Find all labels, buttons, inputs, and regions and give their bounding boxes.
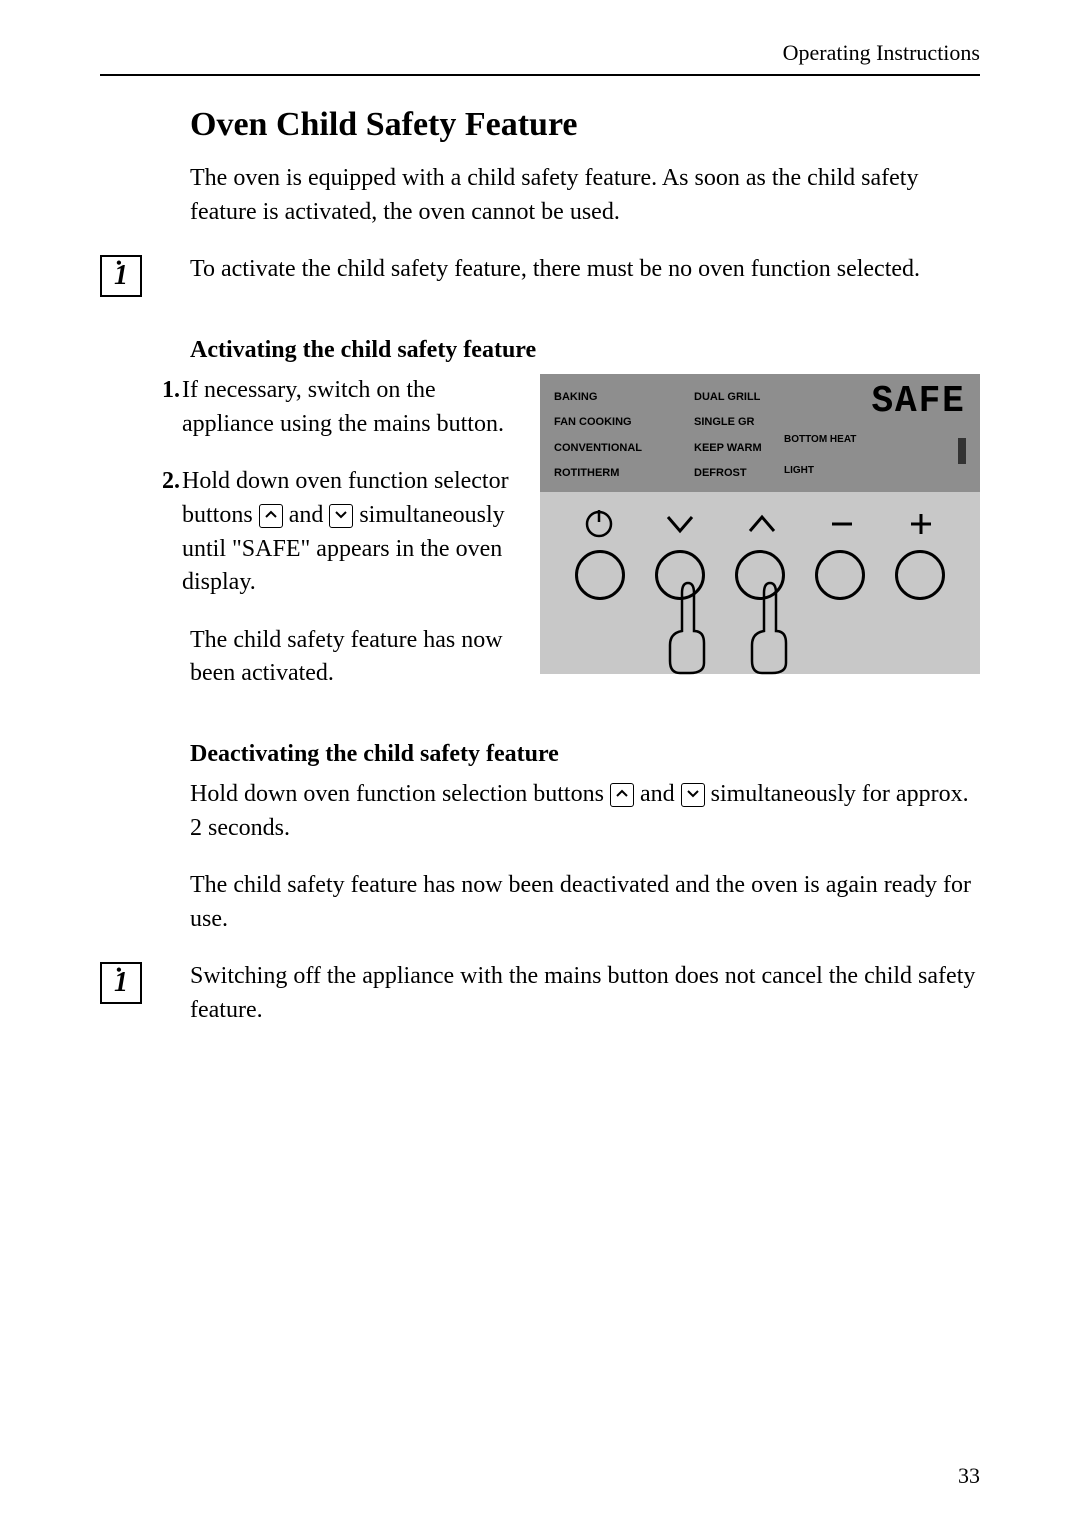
hand-press-icon-1 — [660, 581, 716, 676]
activating-heading: Activating the child safety feature — [190, 337, 980, 364]
oven-control-panel-illustration: BAKING FAN COOKING CONVENTIONAL ROTITHER… — [540, 374, 980, 674]
panel-functions-col3: BOTTOM HEAT LIGHT — [784, 384, 869, 486]
deactivating-result: The child safety feature has now been de… — [190, 869, 980, 936]
func-baking: BAKING — [554, 391, 694, 403]
info-text-2: Switching off the appliance with the mai… — [190, 960, 980, 1027]
page-number: 33 — [958, 1463, 980, 1489]
down-button-symbol — [329, 504, 353, 528]
func-dual-grill: DUAL GRILL — [694, 391, 784, 403]
func-bottom-heat: BOTTOM HEAT — [784, 434, 869, 445]
panel-button-5 — [895, 550, 945, 600]
step-1: 1. If necessary, switch on the appliance… — [162, 374, 520, 441]
panel-button-1 — [575, 550, 625, 600]
temperature-indicator — [958, 438, 966, 464]
panel-button-4 — [815, 550, 865, 600]
down-button-symbol-2 — [681, 783, 705, 807]
func-light: LIGHT — [784, 465, 869, 476]
func-single-grill: SINGLE GR — [694, 416, 784, 428]
step-2-text-b: and — [283, 502, 330, 528]
deact-text-b: and — [634, 781, 681, 807]
func-keep-warm: KEEP WARM — [694, 442, 784, 454]
power-symbol — [581, 506, 617, 542]
up-button-symbol-2 — [610, 783, 634, 807]
up-arrow-symbol — [742, 509, 782, 539]
header-operating-instructions: Operating Instructions — [100, 40, 980, 66]
minus-symbol — [824, 506, 860, 542]
hand-press-icon-2 — [742, 581, 798, 676]
up-button-symbol — [259, 504, 283, 528]
func-rotitherm: ROTITHERM — [554, 467, 694, 479]
page-title: Oven Child Safety Feature — [190, 106, 980, 144]
panel-functions-col2: DUAL GRILL SINGLE GR KEEP WARM DEFROST — [694, 384, 784, 486]
info-icon-2: 1 — [100, 962, 142, 1004]
deactivating-heading: Deactivating the child safety feature — [190, 741, 980, 768]
step-2-number: 2. — [162, 465, 180, 599]
info-note-1: 1 To activate the child safety feature, … — [100, 253, 980, 297]
deactivating-text: Hold down oven function selection button… — [190, 778, 980, 845]
info-icon: 1 — [100, 255, 142, 297]
func-conventional: CONVENTIONAL — [554, 442, 694, 454]
func-fan-cooking: FAN COOKING — [554, 416, 694, 428]
activating-result: The child safety feature has now been ac… — [190, 624, 520, 691]
step-2-text: Hold down oven function selector buttons… — [182, 465, 520, 599]
step-2: 2. Hold down oven function selector butt… — [162, 465, 520, 599]
header-rule — [100, 74, 980, 76]
down-arrow-symbol — [660, 509, 700, 539]
info-note-2: 1 Switching off the appliance with the m… — [100, 960, 980, 1027]
step-1-text: If necessary, switch on the appliance us… — [182, 374, 520, 441]
safe-display: SAFE — [871, 380, 965, 423]
step-1-number: 1. — [162, 374, 180, 441]
panel-functions-col1: BAKING FAN COOKING CONVENTIONAL ROTITHER… — [554, 384, 694, 486]
plus-symbol — [903, 506, 939, 542]
deact-text-a: Hold down oven function selection button… — [190, 781, 610, 807]
func-defrost: DEFROST — [694, 467, 784, 479]
intro-paragraph: The oven is equipped with a child safety… — [190, 162, 980, 229]
info-text-1: To activate the child safety feature, th… — [190, 253, 920, 287]
